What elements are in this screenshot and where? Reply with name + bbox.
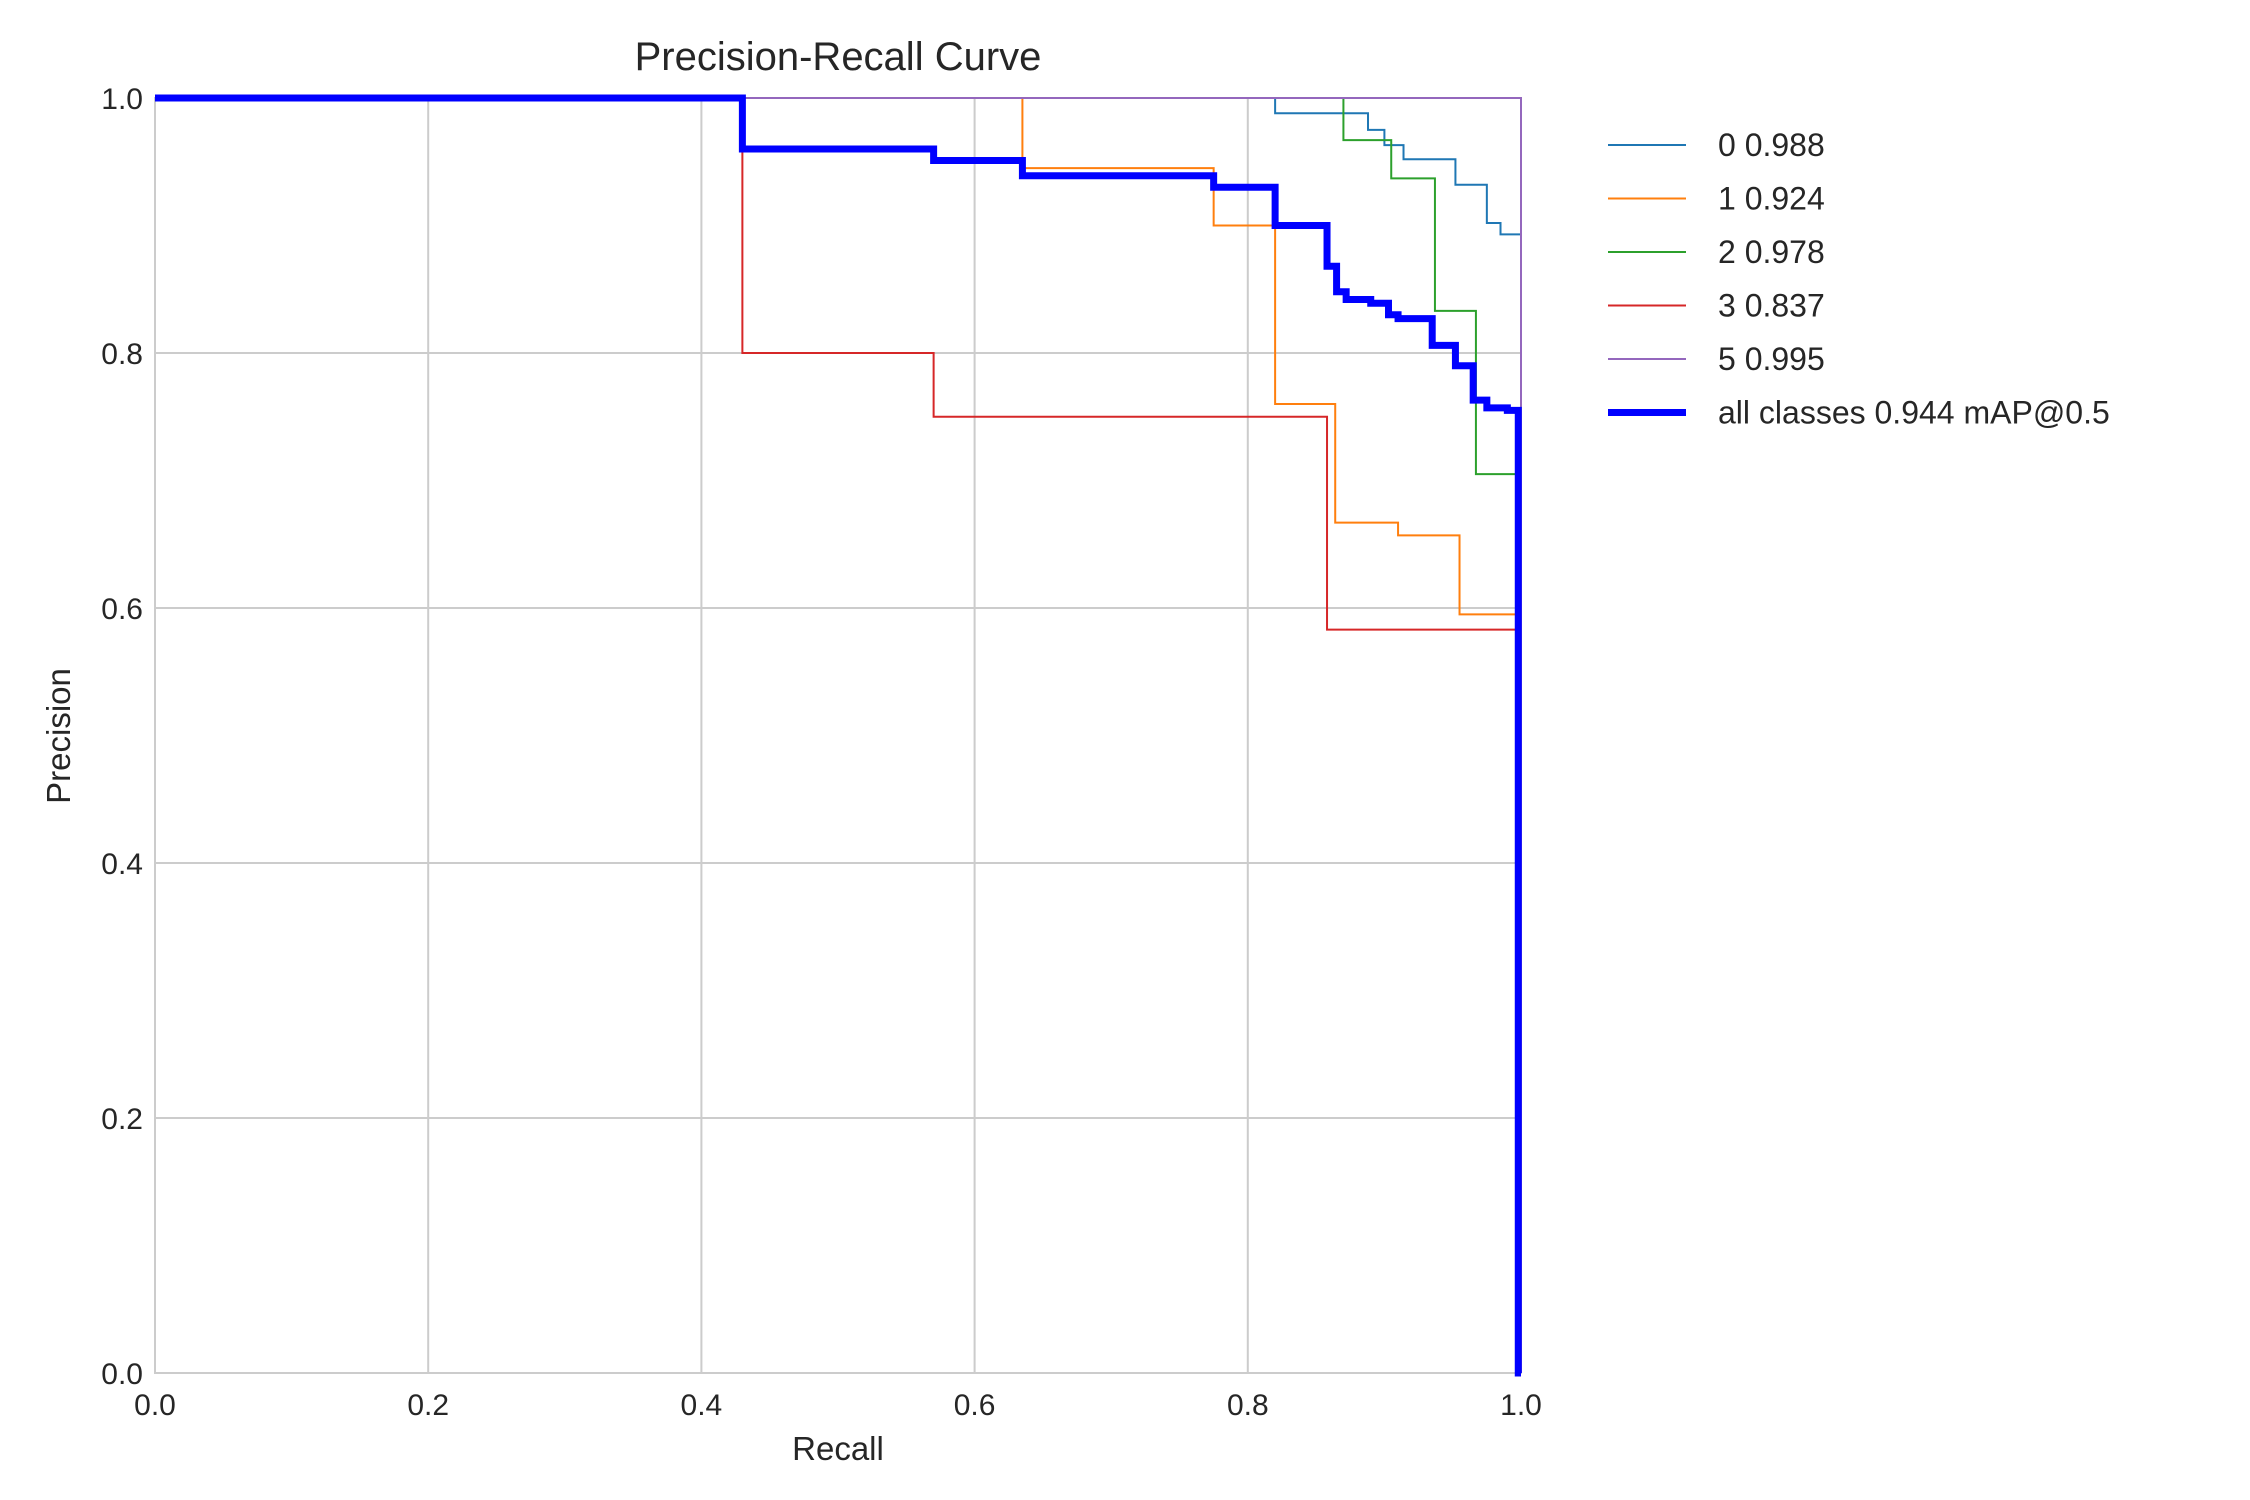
y-tick-label: 0.0 [101, 1358, 143, 1391]
x-tick-label: 0.8 [1227, 1389, 1269, 1422]
y-tick-label: 0.4 [101, 848, 143, 881]
x-tick-label: 0.6 [954, 1389, 996, 1422]
series-line-5 [155, 94, 1522, 1377]
legend-label: 3 0.837 [1718, 288, 1825, 324]
y-axis-label: Precision [40, 668, 77, 804]
x-tick-label: 1.0 [1500, 1389, 1542, 1422]
legend-entry: 2 0.978 [1608, 234, 1825, 270]
axis-ticks: 0.0 0.2 0.4 0.6 0.8 1.0 0.0 0.2 0.4 0.6 0.8 1.0 [101, 83, 1542, 1422]
legend-entry: 0 0.988 [1608, 127, 1825, 163]
y-tick-label: 0.6 [101, 593, 143, 626]
x-tick-label: 0.0 [134, 1389, 176, 1422]
series-line-1 [155, 97, 1521, 616]
y-tick-label: 1.0 [101, 83, 143, 116]
legend-label: 5 0.995 [1718, 341, 1825, 377]
series-lines [155, 94, 1522, 1377]
legend-label: 2 0.978 [1718, 234, 1825, 270]
chart-title: Precision-Recall Curve [635, 35, 1042, 79]
legend-entry: 5 0.995 [1608, 341, 1825, 377]
y-tick-label: 0.8 [101, 338, 143, 371]
legend-entry: all classes 0.944 mAP@0.5 [1608, 395, 2110, 431]
legend-entry: 1 0.924 [1608, 181, 1825, 217]
y-tick-label: 0.2 [101, 1103, 143, 1136]
x-tick-label: 0.4 [681, 1389, 723, 1422]
x-tick-label: 0.2 [407, 1389, 449, 1422]
legend: 0 0.988 1 0.924 2 0.978 3 0.837 5 0.995 all c… [1608, 127, 2110, 431]
legend-entry: 3 0.837 [1608, 288, 1825, 324]
legend-label: 0 0.988 [1718, 127, 1825, 163]
legend-label: all classes 0.944 mAP@0.5 [1718, 395, 2110, 431]
x-axis-label: Recall [792, 1430, 884, 1467]
series-line-0 [155, 97, 1521, 236]
legend-label: 1 0.924 [1718, 181, 1825, 217]
